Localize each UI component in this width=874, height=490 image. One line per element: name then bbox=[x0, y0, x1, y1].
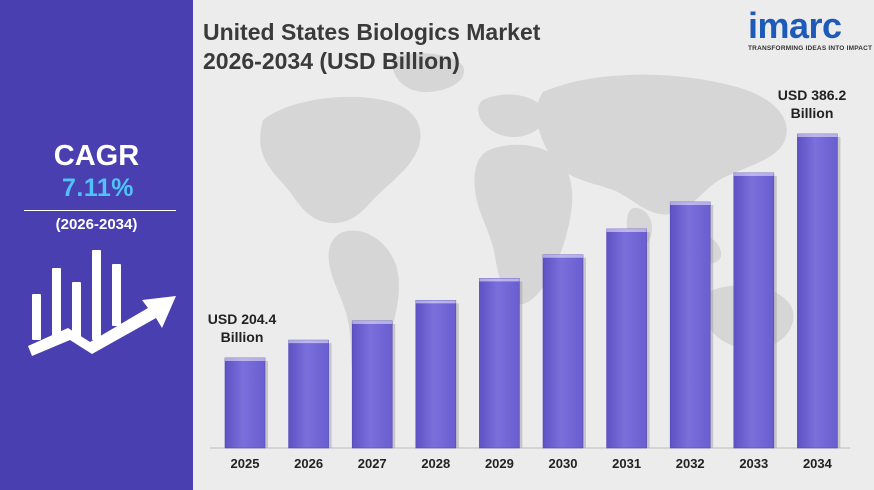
bar-2026 bbox=[288, 339, 329, 449]
bar-2031 bbox=[606, 228, 647, 449]
bar-2029 bbox=[479, 278, 520, 449]
bar-highlight bbox=[543, 254, 583, 258]
bar-highlight bbox=[797, 134, 838, 137]
x-tick-label: 2030 bbox=[549, 456, 578, 471]
cagr-panel: CAGR 7.11% (2026-2034) bbox=[0, 0, 193, 490]
imarc-logo: imarc TRANSFORMING IDEAS INTO IMPACT bbox=[748, 5, 873, 53]
logo-tagline: TRANSFORMING IDEAS INTO IMPACT bbox=[748, 45, 873, 52]
bar-highlight bbox=[479, 278, 520, 282]
x-tick-label: 2034 bbox=[803, 456, 833, 471]
bar-highlight bbox=[415, 300, 456, 304]
bar-highlight bbox=[225, 358, 265, 361]
growth-chart-arrow-icon bbox=[28, 250, 176, 356]
x-tick-label: 2025 bbox=[231, 456, 260, 471]
last-value-line-2: Billion bbox=[790, 105, 834, 121]
first-value-line-2: Billion bbox=[220, 329, 264, 345]
last-value-callout: USD 386.2 Billion bbox=[766, 86, 858, 122]
bar-highlight bbox=[288, 340, 329, 344]
first-value-callout: USD 204.4 Billion bbox=[196, 310, 288, 346]
logo-wordmark: imarc bbox=[748, 5, 842, 46]
x-tick-label: 2027 bbox=[358, 456, 387, 471]
world-map-icon bbox=[260, 53, 794, 385]
bar-2027 bbox=[351, 320, 393, 449]
last-value-line-1: USD 386.2 bbox=[777, 87, 847, 103]
bar-2033 bbox=[733, 172, 775, 449]
page-title: United States Biologics Market 2026-2034… bbox=[203, 18, 643, 76]
bar-highlight bbox=[733, 172, 774, 176]
bar-2034 bbox=[797, 133, 838, 449]
x-tick-label: 2031 bbox=[612, 456, 641, 471]
bar-highlight bbox=[352, 320, 393, 324]
x-tick-label: 2028 bbox=[421, 456, 450, 471]
bar-2025 bbox=[224, 357, 266, 449]
title-line-2: 2026-2034 (USD Billion) bbox=[203, 48, 460, 74]
cagr-sidebar bbox=[0, 0, 193, 490]
cagr-value: 7.11% bbox=[62, 174, 135, 202]
x-tick-label: 2033 bbox=[739, 456, 768, 471]
divider bbox=[24, 210, 176, 211]
bar-highlight bbox=[670, 202, 711, 206]
x-tick-label: 2029 bbox=[485, 456, 514, 471]
cagr-label: CAGR bbox=[53, 140, 140, 172]
x-tick-label: 2026 bbox=[294, 456, 323, 471]
first-value-line-1: USD 204.4 bbox=[207, 311, 277, 327]
bar-highlight bbox=[606, 228, 647, 232]
bar-2030 bbox=[542, 254, 584, 449]
bar-2028 bbox=[415, 300, 457, 449]
title-line-1: United States Biologics Market bbox=[203, 19, 541, 45]
bar-2032 bbox=[669, 201, 711, 449]
x-tick-label: 2032 bbox=[676, 456, 705, 471]
cagr-period: (2026-2034) bbox=[55, 216, 138, 233]
